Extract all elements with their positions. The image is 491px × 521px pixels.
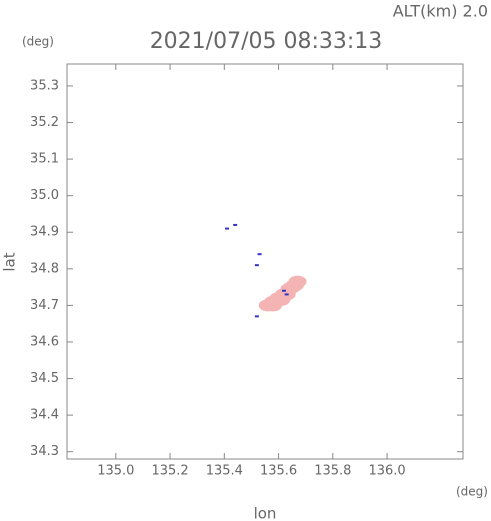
y-tick-label: 34.9 [30, 225, 59, 240]
echo-point [283, 281, 302, 294]
plot-frame [66, 63, 464, 460]
x-tick-label: 135.8 [314, 464, 351, 479]
y-tick-label: 35.0 [30, 188, 59, 203]
echo-point [254, 315, 259, 318]
x-tick-label: 135.0 [97, 464, 134, 479]
y-tick-label: 34.3 [30, 444, 59, 459]
altitude-label: ALT(km) 2.0 [393, 2, 488, 21]
y-tick-label: 34.5 [30, 371, 59, 386]
y-tick-label: 35.1 [30, 152, 59, 167]
x-tick-label: 135.4 [206, 464, 243, 479]
y-tick-label: 34.7 [30, 298, 59, 313]
x-tick-label: 135.6 [260, 464, 297, 479]
echo-point [225, 227, 230, 230]
y-unit: (deg) [22, 35, 54, 49]
chart-title: 2021/07/05 08:33:13 [150, 29, 383, 54]
y-axis-label: lat [1, 252, 19, 271]
x-axis-label: lon [254, 505, 277, 521]
y-tick-label: 34.8 [30, 261, 59, 276]
echo-point [281, 289, 286, 292]
x-tick-label: 135.2 [151, 464, 188, 479]
echo-point [233, 223, 238, 226]
y-tick-label: 35.3 [30, 78, 59, 93]
y-tick-label: 34.6 [30, 334, 59, 349]
y-tick-label: 34.4 [30, 408, 59, 423]
echo-point [257, 253, 262, 256]
echo-point [254, 264, 259, 267]
y-tick-label: 35.2 [30, 115, 59, 130]
echo-point [284, 293, 289, 296]
x-tick-label: 136.0 [368, 464, 405, 479]
x-unit: (deg) [456, 485, 488, 499]
